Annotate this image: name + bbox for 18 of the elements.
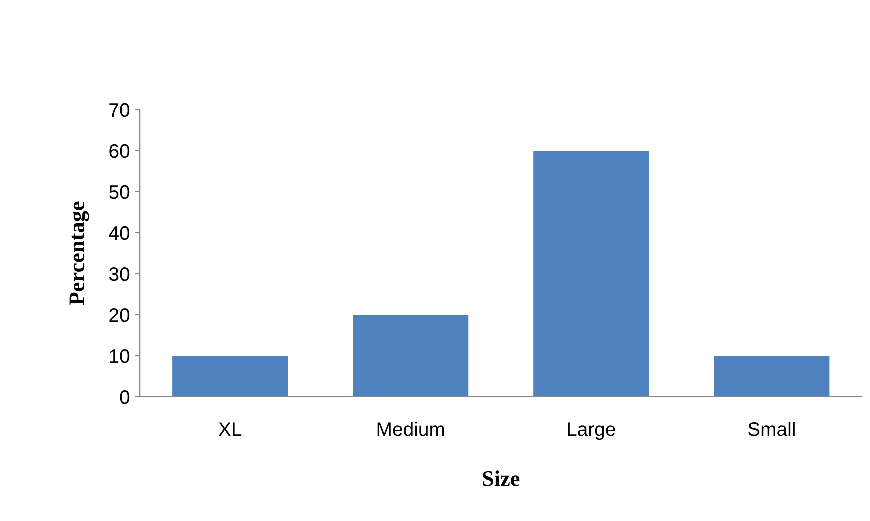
x-tick-label: Small bbox=[748, 422, 795, 436]
y-tick-label: 0 bbox=[120, 390, 130, 404]
y-axis-title: Percentage bbox=[70, 202, 90, 306]
y-tick-label: 30 bbox=[109, 267, 130, 282]
bar bbox=[172, 356, 288, 397]
y-tick-label: 50 bbox=[110, 185, 130, 200]
bar bbox=[714, 356, 830, 397]
bar bbox=[534, 150, 650, 397]
y-tick-label: 20 bbox=[110, 308, 130, 322]
x-tick-label: Large bbox=[568, 422, 616, 440]
x-tick-label: XL bbox=[218, 422, 242, 436]
y-tick-label: 70 bbox=[110, 103, 130, 118]
y-tick-label: 60 bbox=[110, 144, 130, 158]
x-tick-label: Medium bbox=[378, 422, 444, 436]
y-tick-label: 10 bbox=[110, 349, 130, 364]
x-axis-title: Size bbox=[483, 470, 520, 486]
bar bbox=[353, 314, 469, 397]
y-tick-label: 40 bbox=[109, 226, 130, 240]
